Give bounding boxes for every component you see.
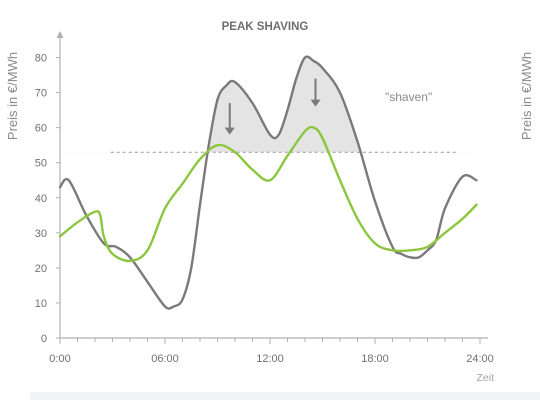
- chart-title: PEAK SHAVING: [222, 21, 309, 33]
- down-arrow-head: [224, 127, 235, 135]
- y-axis-label-right: Preis in €/MWh: [519, 52, 534, 140]
- bottom-strip: [30, 392, 540, 400]
- y-tick-label: 0: [41, 333, 47, 345]
- y-tick-label: 20: [35, 263, 47, 275]
- y-tick-label: 40: [35, 193, 47, 205]
- shaved-area: [207, 56, 361, 153]
- y-axis-arrow: [56, 31, 64, 38]
- y-tick-label: 80: [35, 53, 47, 65]
- down-arrow-icon: [224, 103, 235, 135]
- x-tick-label: 18:00: [361, 353, 389, 365]
- series-line-grey: [58, 55, 478, 310]
- y-tick-label: 60: [35, 123, 47, 135]
- shaven-annotation: "shaven": [385, 90, 432, 104]
- down-arrow-head: [310, 99, 321, 107]
- x-tick-label: 0:00: [49, 353, 70, 365]
- x-tick-label: 24:00: [466, 353, 494, 365]
- x-tick-label: 06:00: [151, 353, 179, 365]
- x-axis-label: Zeit: [476, 372, 494, 384]
- x-tick-label: 12:00: [256, 353, 284, 365]
- y-axis-label-left: Preis in €/MWh: [5, 52, 20, 140]
- series-line-green: [58, 125, 478, 263]
- y-tick-label: 70: [35, 88, 47, 100]
- down-arrow-icon: [310, 78, 321, 107]
- y-tick-label: 10: [35, 298, 47, 310]
- y-tick-label: 30: [35, 228, 47, 240]
- y-tick-label: 50: [35, 158, 47, 170]
